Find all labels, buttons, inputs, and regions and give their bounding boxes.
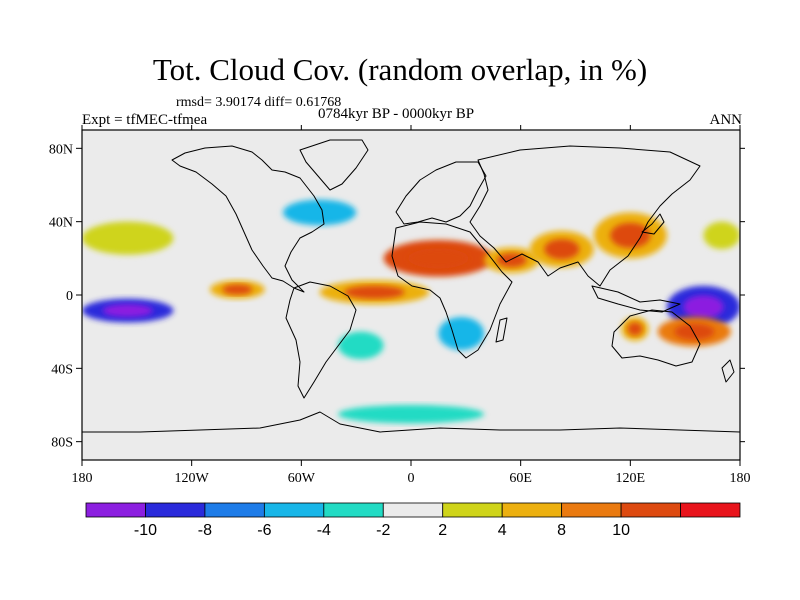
colorbar-swatch bbox=[382, 502, 444, 518]
y-tick-label: 0 bbox=[66, 289, 73, 304]
x-tick-label: 180 bbox=[72, 471, 93, 486]
colorbar-label: 10 bbox=[612, 522, 630, 539]
anomaly-region-6 bbox=[703, 221, 740, 250]
anomaly-core-5 bbox=[222, 284, 253, 295]
anomaly-core-2 bbox=[544, 239, 580, 260]
colorbar-swatch bbox=[561, 502, 622, 518]
experiment-label: Expt = tfMEC-tfmea bbox=[82, 112, 208, 128]
anomaly-region-7 bbox=[82, 221, 174, 255]
coast-south-america bbox=[285, 281, 357, 399]
coastlines bbox=[82, 139, 740, 433]
anomaly-region-10 bbox=[283, 199, 357, 226]
coast-greenland bbox=[299, 139, 369, 191]
anomaly-core-1 bbox=[496, 253, 527, 268]
coast-maritime-continent bbox=[591, 285, 681, 313]
colorbar-swatch bbox=[323, 502, 384, 518]
anomaly-core-14 bbox=[627, 322, 643, 336]
map-axes: 180 120W 60W 0 60E 120E 180 80N 40N 0 40S 80S bbox=[49, 125, 751, 486]
colorbar-swatch bbox=[442, 502, 503, 518]
anomaly-core-3 bbox=[610, 222, 651, 249]
anomaly-region-11 bbox=[438, 317, 485, 350]
x-tick-label: 60W bbox=[288, 471, 316, 486]
coast-madagascar bbox=[495, 317, 508, 343]
y-tick-label: 80N bbox=[49, 142, 73, 157]
x-tick-label: 60E bbox=[509, 471, 532, 486]
colorbar-label: -10 bbox=[134, 522, 157, 539]
coast-europe bbox=[395, 161, 487, 225]
x-tick-label: 180 bbox=[730, 471, 751, 486]
colorbar-label: -2 bbox=[376, 522, 390, 539]
colorbar-label: -4 bbox=[317, 522, 331, 539]
colorbar-swatch bbox=[680, 502, 741, 518]
colorbar-swatch bbox=[204, 502, 265, 518]
period-label: 0784kyr BP - 0000kyr BP bbox=[318, 106, 475, 122]
y-tick-label: 40N bbox=[49, 216, 73, 231]
y-tick-label: 40S bbox=[51, 362, 73, 377]
colorbar-label: -6 bbox=[257, 522, 271, 539]
anomaly-core-15 bbox=[674, 323, 715, 340]
colorbar-swatch bbox=[85, 502, 146, 518]
rmsd-diff-stats: rmsd= 3.90174 diff= 0.61768 bbox=[176, 95, 342, 110]
x-tick-label: 0 bbox=[408, 471, 415, 486]
coast-australia bbox=[611, 309, 701, 367]
colorbar: -10 -8 -6 -4 -2 2 4 8 10 bbox=[85, 502, 741, 539]
season-label: ANN bbox=[709, 112, 743, 128]
anomaly-field bbox=[82, 199, 740, 424]
anomaly-core-0 bbox=[408, 248, 469, 269]
colorbar-label: 8 bbox=[557, 522, 566, 539]
x-tick-label: 120W bbox=[175, 471, 210, 486]
colorbar-swatch bbox=[501, 502, 563, 518]
anomaly-core-4 bbox=[344, 285, 405, 299]
colorbar-label: -8 bbox=[198, 522, 212, 539]
coast-antarctica bbox=[82, 411, 740, 433]
colorbar-label: 2 bbox=[438, 522, 447, 539]
anomaly-core-8 bbox=[683, 295, 724, 319]
coast-asia bbox=[469, 145, 701, 287]
x-tick-label: 120E bbox=[616, 471, 646, 486]
colorbar-swatch bbox=[620, 502, 681, 518]
plot-title: Tot. Cloud Cov. (random overlap, in %) bbox=[152, 52, 648, 87]
coast-japan bbox=[641, 213, 665, 235]
colorbar-swatch bbox=[263, 502, 325, 518]
anomaly-core-9 bbox=[102, 304, 153, 318]
coast-north-america bbox=[171, 145, 325, 293]
colorbar-swatch bbox=[145, 502, 206, 518]
y-tick-label: 80S bbox=[51, 436, 73, 451]
anomaly-region-13 bbox=[337, 405, 485, 424]
colorbar-label: 4 bbox=[498, 522, 507, 539]
coast-africa bbox=[391, 221, 513, 359]
anomaly-region-12 bbox=[337, 331, 384, 360]
coast-new-zealand bbox=[721, 359, 735, 383]
